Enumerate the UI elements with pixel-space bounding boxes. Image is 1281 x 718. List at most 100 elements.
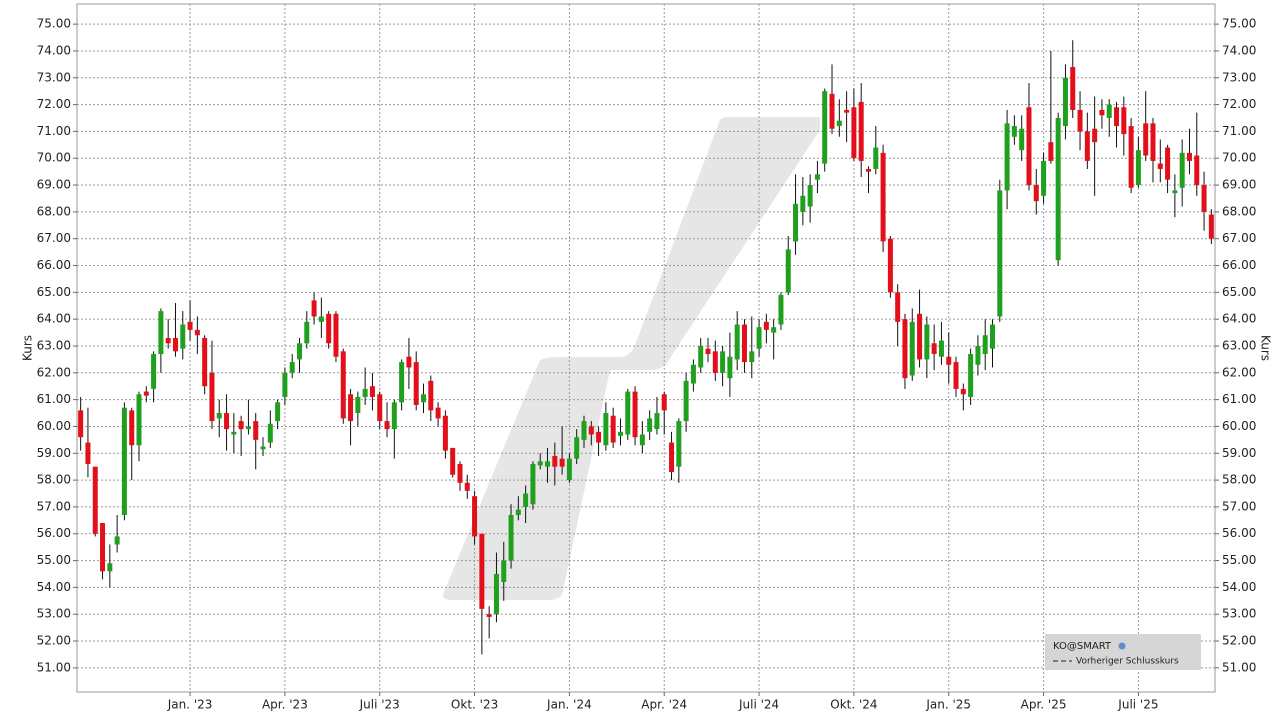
grid: 51.00 51.00 52.00 52.00 53.00 53.00 54.00 54.00… xyxy=(37,4,1256,712)
candle-body xyxy=(625,391,631,435)
legend-box xyxy=(1045,634,1201,670)
x-tick-label: Okt. '24 xyxy=(830,698,877,712)
candle-body xyxy=(610,415,616,443)
candle-body xyxy=(421,394,427,403)
candle-body xyxy=(749,351,755,363)
y2-tick-label: 58.00 xyxy=(1222,473,1256,487)
candle-body xyxy=(428,380,434,411)
y-axis-label: Kurs xyxy=(21,335,35,361)
candle-body xyxy=(78,410,84,438)
candle-body xyxy=(836,120,842,127)
candle-body xyxy=(231,431,237,435)
y2-tick-label: 74.00 xyxy=(1222,43,1256,57)
candle-body xyxy=(763,321,769,330)
candle-body xyxy=(990,324,996,349)
candle-body xyxy=(267,423,273,443)
candle-body xyxy=(224,413,230,430)
y2-tick-label: 67.00 xyxy=(1222,231,1256,245)
candle-body xyxy=(683,380,689,422)
candle-body xyxy=(311,300,317,317)
candle-body xyxy=(515,509,521,515)
x-tick-label: Jan. '25 xyxy=(925,698,971,712)
candle-body xyxy=(318,316,324,322)
candle-body xyxy=(100,523,106,572)
candle-body xyxy=(340,351,346,419)
candle-body xyxy=(202,337,208,387)
candle-body xyxy=(384,421,390,430)
candle-body xyxy=(114,536,120,545)
candle-body xyxy=(1157,163,1163,169)
y-tick-label: 71.00 xyxy=(37,124,71,138)
y-tick-label: 62.00 xyxy=(37,365,71,379)
candle-body xyxy=(165,337,171,344)
candle-body xyxy=(661,394,667,411)
candle-body xyxy=(705,348,711,355)
y-tick-label: 60.00 xyxy=(37,419,71,433)
candle-body xyxy=(1150,123,1156,161)
candle-body xyxy=(1194,155,1200,186)
candle-body xyxy=(1135,150,1141,186)
candle-body xyxy=(362,388,368,397)
y-tick-label: 69.00 xyxy=(37,178,71,192)
candle-body xyxy=(785,249,791,293)
candle-body xyxy=(1165,147,1171,180)
candle-body xyxy=(377,394,383,422)
y2-tick-label: 68.00 xyxy=(1222,204,1256,218)
y2-tick-label: 60.00 xyxy=(1222,419,1256,433)
candle-body xyxy=(778,295,784,325)
candle-body xyxy=(369,386,375,397)
y2-tick-label: 64.00 xyxy=(1222,312,1256,326)
y2-tick-label: 66.00 xyxy=(1222,258,1256,272)
candle-body xyxy=(690,364,696,384)
candle-body xyxy=(800,195,806,212)
candle-body xyxy=(457,464,463,483)
y2-tick-label: 54.00 xyxy=(1222,580,1256,594)
candle-body xyxy=(1033,185,1039,202)
candle-body xyxy=(85,442,91,465)
candle-body xyxy=(654,413,660,430)
candle-body xyxy=(756,327,762,349)
candle-body xyxy=(107,563,113,572)
candle-body xyxy=(472,496,478,537)
y-tick-label: 55.00 xyxy=(37,553,71,567)
candle-body xyxy=(442,415,448,451)
candle-body xyxy=(450,447,456,475)
candle-body xyxy=(1114,107,1120,127)
y2-tick-label: 72.00 xyxy=(1222,97,1256,111)
candle-body xyxy=(895,292,901,322)
candle-body xyxy=(1077,109,1083,132)
candle-body xyxy=(348,394,354,422)
candle-body xyxy=(1143,123,1149,156)
y2-axis-label: Kurs xyxy=(1259,335,1273,361)
candle-body xyxy=(552,455,558,467)
y-tick-label: 67.00 xyxy=(37,231,71,245)
candle-body xyxy=(960,388,966,395)
x-tick-label: Juli '23 xyxy=(359,698,400,712)
candle-body xyxy=(880,152,886,242)
candle-body xyxy=(479,533,485,609)
candle-body xyxy=(771,327,777,333)
candle-body xyxy=(793,203,799,242)
legend-title: KO@SMART xyxy=(1053,641,1112,652)
x-tick-label: Apr. '25 xyxy=(1021,698,1067,712)
y-tick-label: 56.00 xyxy=(37,526,71,540)
candle-body xyxy=(822,91,828,164)
candle-body xyxy=(304,321,310,344)
candle-body xyxy=(858,101,864,161)
candle-body xyxy=(669,442,675,473)
candle-body xyxy=(902,319,908,379)
candle-body xyxy=(588,426,594,435)
candle-body xyxy=(953,362,959,389)
candle-body xyxy=(566,458,572,481)
candle-body xyxy=(975,345,981,365)
candle-body xyxy=(1011,126,1017,137)
candle-body xyxy=(1186,152,1192,161)
candle-body xyxy=(143,391,149,396)
candle-body xyxy=(486,614,492,617)
candle-body xyxy=(296,343,302,360)
candle-body xyxy=(158,311,164,355)
candle-body xyxy=(814,174,820,180)
candle-body xyxy=(924,324,930,360)
candle-body xyxy=(844,109,850,113)
